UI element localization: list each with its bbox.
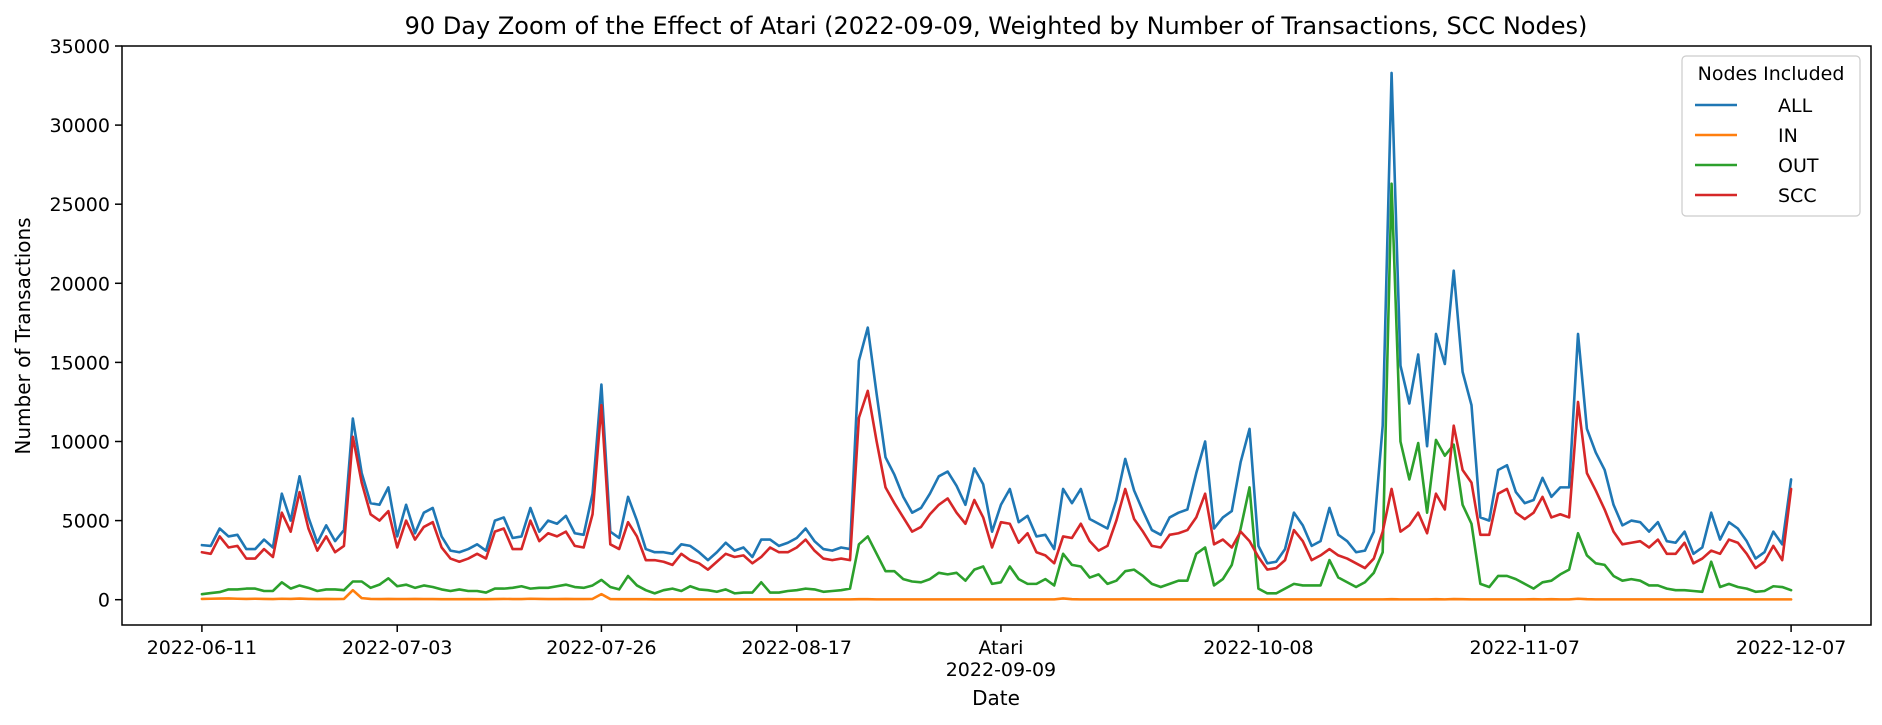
- legend-frame: [1681, 55, 1861, 217]
- series-line-scc: [200, 389, 1793, 571]
- y-tick-label: 25000: [50, 194, 110, 216]
- x-tick-label: 2022-07-03: [342, 637, 452, 659]
- series-line-all: [200, 71, 1793, 565]
- x-tick-label: 2022-09-09: [946, 659, 1056, 681]
- y-tick-label: 35000: [50, 36, 110, 58]
- y-tick-label: 30000: [50, 115, 110, 137]
- y-axis-ticks: 0 5000 10000 15000 20000 25000 30000 35000: [50, 36, 122, 612]
- legend: Nodes Included ALL IN OUT SCC: [1681, 55, 1861, 217]
- legend-entries: ALL IN OUT SCC: [1695, 95, 1819, 207]
- x-tick-label: 2022-12-07: [1736, 637, 1846, 659]
- legend-title: Nodes Included: [1698, 63, 1845, 85]
- legend-label-scc: SCC: [1778, 185, 1817, 207]
- legend-label-in: IN: [1778, 125, 1798, 147]
- y-tick-label: 10000: [50, 431, 110, 453]
- x-tick-label: 2022-07-26: [546, 637, 656, 659]
- series-line-out: [200, 182, 1793, 596]
- x-tick-label: 2022-10-08: [1203, 637, 1313, 659]
- legend-label-out: OUT: [1778, 155, 1819, 177]
- series-line-in: [200, 588, 1793, 601]
- plot-frame: [121, 45, 1872, 626]
- legend-label-all: ALL: [1778, 95, 1813, 117]
- chart-title: 90 Day Zoom of the Effect of Atari (2022…: [405, 12, 1588, 40]
- x-tick-label: 2022-08-17: [742, 637, 852, 659]
- y-tick-label: 0: [98, 590, 110, 612]
- y-tick-label: 5000: [62, 511, 110, 533]
- x-tick-label: 2022-11-07: [1470, 637, 1580, 659]
- y-tick-label: 15000: [50, 352, 110, 374]
- x-tick-label: Atari: [979, 637, 1024, 659]
- y-tick-label: 20000: [50, 273, 110, 295]
- x-axis-label: Date: [972, 686, 1020, 710]
- plot-lines: [200, 71, 1793, 601]
- x-tick-label: 2022-06-11: [147, 637, 257, 659]
- y-axis-label: Number of Transactions: [11, 217, 35, 454]
- x-axis-ticks: 2022-06-11 2022-07-03 2022-07-26 2022-08-17…: [147, 625, 1846, 681]
